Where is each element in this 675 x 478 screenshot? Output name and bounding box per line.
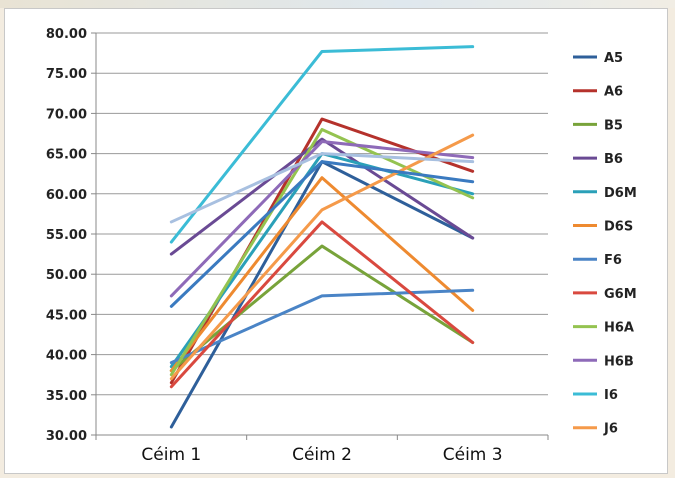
- x-category-label: Céim 2: [292, 445, 352, 465]
- legend-label: B5: [604, 118, 623, 133]
- chart-frame: [4, 8, 668, 474]
- series-line-unnamed-12: [169, 152, 475, 224]
- axes: [91, 32, 549, 440]
- series-line-d6s: [169, 176, 475, 373]
- y-tick-label: 45.00: [46, 308, 87, 323]
- y-tick-labels: 30.00 35.00 40.00 45.00 50.00 55.00 60.00 65.00…: [46, 27, 87, 444]
- y-tick-label: 75.00: [46, 67, 87, 82]
- legend-label: D6S: [604, 220, 633, 235]
- legend-label: I6: [604, 388, 618, 403]
- legend-label: D6M: [604, 186, 637, 201]
- legend: A5 A6 B5 B6 D6M D6S F6 G6M H6A H6B I6 J6: [573, 51, 637, 437]
- y-tick-label: 65.00: [46, 148, 87, 163]
- x-category-label: Céim 1: [141, 445, 201, 465]
- series-line-g6m: [169, 220, 475, 389]
- legend-label: F6: [604, 253, 622, 268]
- series-line-i6: [169, 45, 475, 244]
- series-line-unnamed-13: [169, 160, 475, 308]
- series-lines: [169, 45, 475, 429]
- y-tick-label: 30.00: [46, 429, 87, 444]
- legend-label: A6: [604, 85, 623, 100]
- series-line-b6: [169, 137, 475, 256]
- series-line-f6: [169, 288, 475, 365]
- legend-label: G6M: [604, 287, 637, 302]
- y-tick-label: 60.00: [46, 188, 87, 203]
- legend-label: A5: [604, 51, 623, 66]
- grid-lines: [96, 32, 548, 436]
- legend-label: H6A: [604, 321, 634, 336]
- x-category-label: Céim 3: [443, 445, 503, 465]
- y-tick-label: 80.00: [46, 27, 87, 42]
- y-tick-label: 55.00: [46, 228, 87, 243]
- legend-label: H6B: [604, 354, 634, 369]
- top-strip: [0, 0, 675, 8]
- legend-label: B6: [604, 152, 623, 167]
- series-line-b5: [169, 244, 475, 373]
- y-tick-label: 50.00: [46, 268, 87, 283]
- legend-label: J6: [603, 422, 618, 437]
- x-category-labels: Céim 1 Céim 2 Céim 3: [141, 445, 502, 465]
- series-line-h6b: [169, 140, 475, 298]
- y-tick-label: 70.00: [46, 107, 87, 122]
- y-tick-label: 35.00: [46, 389, 87, 404]
- y-tick-label: 40.00: [46, 349, 87, 364]
